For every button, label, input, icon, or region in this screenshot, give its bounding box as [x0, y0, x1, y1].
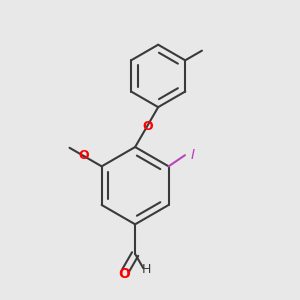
Text: H: H — [142, 263, 152, 276]
Text: O: O — [143, 120, 153, 133]
Text: O: O — [78, 149, 89, 162]
Text: O: O — [118, 267, 130, 281]
Text: I: I — [190, 148, 194, 162]
